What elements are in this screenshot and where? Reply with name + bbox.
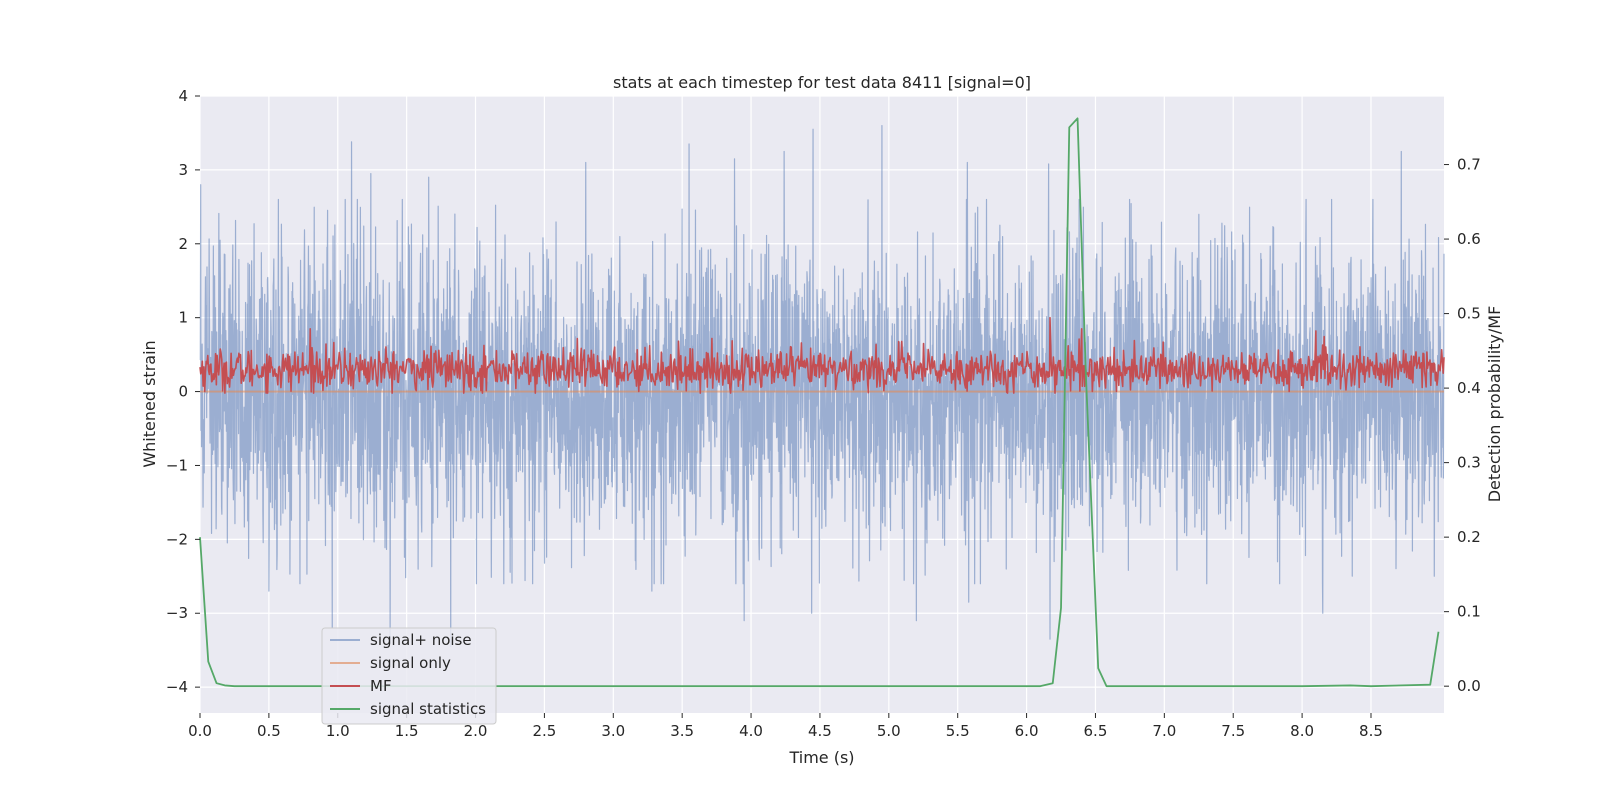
x-tick-label: 5.0 — [877, 722, 901, 740]
x-tick-label: 6.0 — [1015, 722, 1039, 740]
y-tick-label: 0 — [178, 383, 188, 401]
x-tick-label: 7.5 — [1221, 722, 1245, 740]
legend-label: MF — [370, 677, 392, 695]
series-mf — [199, 316, 1445, 394]
x-tick-label: 7.0 — [1152, 722, 1176, 740]
y-tick-label: −3 — [166, 604, 188, 622]
x-tick-label: 1.5 — [395, 722, 419, 740]
x-tick-label: 6.5 — [1084, 722, 1108, 740]
y-tick-label: −2 — [166, 530, 188, 548]
y-axis-left: 4 3 2 1 0 −1 −2 −3 −4 — [166, 87, 200, 696]
x-axis: 0.0 0.5 1.0 1.5 2.0 2.5 3.0 3.5 4.0 4.5 5.0 5.5 6.0 6… — [188, 713, 1383, 740]
x-tick-label: 4.0 — [739, 722, 763, 740]
x-tick-label: 0.5 — [257, 722, 281, 740]
y2-tick-label: 0.2 — [1457, 528, 1481, 546]
y-tick-label: −1 — [166, 456, 188, 474]
x-axis-title: Time (s) — [788, 748, 854, 767]
y2-tick-label: 0.1 — [1457, 603, 1481, 621]
y2-tick-label: 0.4 — [1457, 379, 1481, 397]
x-tick-label: 0.0 — [188, 722, 212, 740]
x-tick-label: 8.5 — [1359, 722, 1383, 740]
y-tick-label: 2 — [178, 235, 188, 253]
y2-tick-label: 0.0 — [1457, 677, 1481, 695]
chart-title: stats at each timestep for test data 841… — [613, 73, 1031, 92]
x-tick-label: 3.0 — [601, 722, 625, 740]
legend-label: signal+ noise — [370, 631, 472, 649]
y2-tick-label: 0.3 — [1457, 454, 1481, 472]
legend-label: signal only — [370, 654, 451, 672]
x-tick-label: 1.0 — [326, 722, 350, 740]
y2-tick-label: 0.7 — [1457, 156, 1481, 174]
legend: signal+ noise signal only MF signal statist… — [321, 627, 497, 725]
legend-box — [321, 627, 497, 725]
y-axis-title: Whitened strain — [140, 340, 159, 467]
x-tick-label: 8.0 — [1290, 722, 1314, 740]
x-tick-label: 2.5 — [532, 722, 556, 740]
y2-axis-title: Detection probability/MF — [1485, 306, 1504, 503]
x-tick-label: 2.0 — [464, 722, 488, 740]
series-signal-statistics — [199, 117, 1440, 688]
y2-tick-label: 0.5 — [1457, 305, 1481, 323]
legend-label: signal statistics — [370, 700, 486, 718]
y2-tick-label: 0.6 — [1457, 230, 1481, 248]
grid — [199, 95, 1444, 713]
y-tick-label: 1 — [178, 309, 188, 327]
y-axis-right: 0.7 0.6 0.5 0.4 0.3 0.2 0.1 0.0 — [1444, 156, 1481, 695]
y-tick-label: −4 — [166, 678, 188, 696]
x-tick-label: 5.5 — [946, 722, 970, 740]
series-layer — [199, 117, 1445, 688]
y-tick-label: 3 — [178, 161, 188, 179]
x-tick-label: 4.5 — [808, 722, 832, 740]
x-tick-label: 3.5 — [670, 722, 694, 740]
y-tick-label: 4 — [178, 87, 188, 105]
